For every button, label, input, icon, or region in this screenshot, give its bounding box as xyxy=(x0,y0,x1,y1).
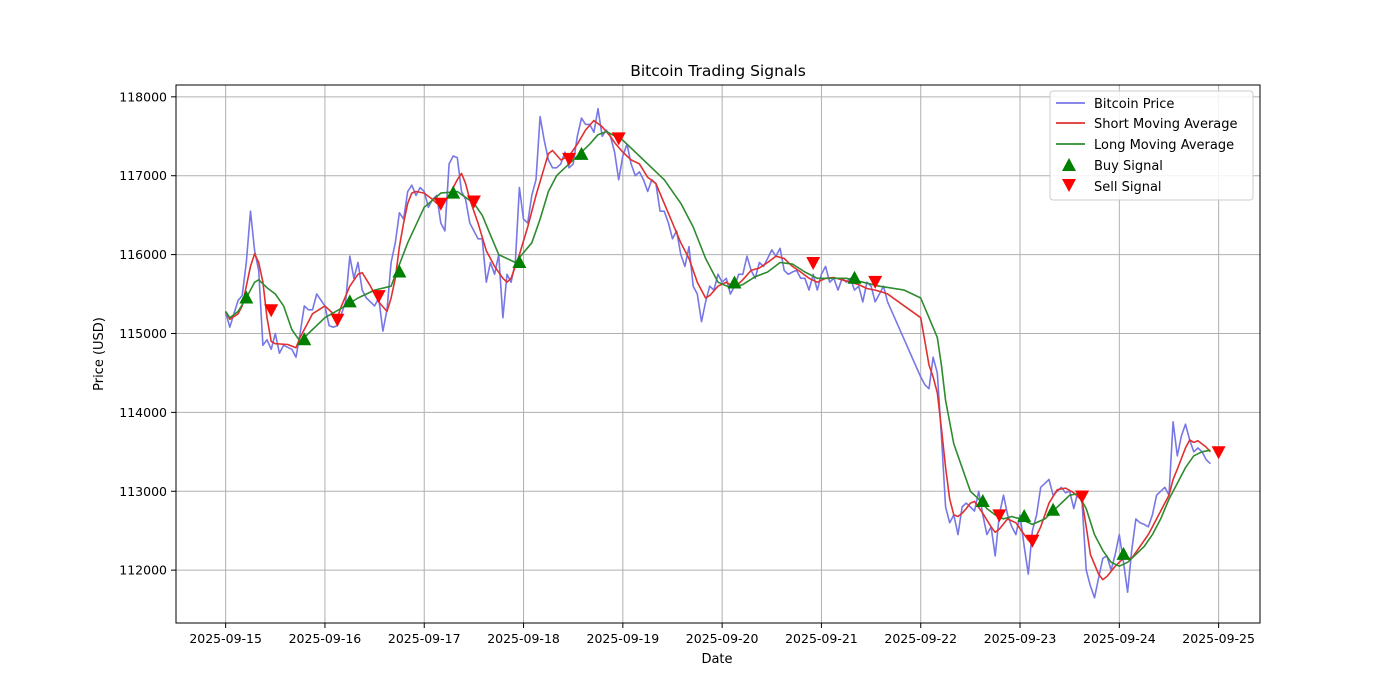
signal-markers xyxy=(239,132,1226,560)
signal-marker-sell-signal xyxy=(992,509,1007,523)
signal-marker-buy-signal xyxy=(446,185,461,199)
y-tick-label: 112000 xyxy=(119,563,167,578)
x-axis-ticks: 2025-09-15 2025-09-16 2025-09-17 2025-09-18… xyxy=(189,623,1255,646)
legend-label-bitcoin-price: Bitcoin Price xyxy=(1094,97,1174,112)
signal-marker-sell-signal xyxy=(868,275,883,289)
y-tick-label: 117000 xyxy=(119,168,167,183)
signal-marker-sell-signal xyxy=(371,290,386,304)
signal-marker-buy-signal xyxy=(1046,502,1061,516)
x-tick-label: 2025-09-22 xyxy=(884,631,957,646)
signal-marker-buy-signal xyxy=(512,255,527,268)
legend-box xyxy=(1049,90,1254,201)
signal-marker-sell-signal xyxy=(611,132,626,146)
x-tick-label: 2025-09-20 xyxy=(686,631,759,646)
signal-marker-sell-signal xyxy=(1025,534,1040,548)
x-tick-label: 2025-09-15 xyxy=(189,631,262,646)
legend-label-short-ma: Short Moving Average xyxy=(1094,117,1238,132)
signal-marker-sell-signal xyxy=(562,152,577,166)
x-axis-label: Date xyxy=(701,652,732,667)
signal-marker-buy-signal xyxy=(392,264,407,278)
y-tick-label: 113000 xyxy=(119,484,167,499)
signal-marker-sell-signal xyxy=(1075,490,1090,504)
y-tick-label: 118000 xyxy=(119,89,167,104)
signal-marker-buy-signal xyxy=(1017,509,1032,522)
signal-marker-sell-signal xyxy=(330,313,345,327)
signal-marker-buy-signal xyxy=(847,270,862,284)
signal-marker-buy-signal xyxy=(1116,546,1131,560)
legend-label-buy-signal: Buy Signal xyxy=(1094,159,1163,174)
x-tick-label: 2025-09-21 xyxy=(785,631,858,646)
x-tick-label: 2025-09-25 xyxy=(1182,631,1255,646)
signal-marker-sell-signal xyxy=(1211,446,1226,460)
x-tick-label: 2025-09-17 xyxy=(388,631,461,646)
chart-title: Bitcoin Trading Signals xyxy=(630,62,806,80)
grid-lines xyxy=(176,85,1260,623)
y-tick-label: 115000 xyxy=(119,326,167,341)
signal-marker-buy-signal xyxy=(574,146,589,160)
signal-marker-buy-signal xyxy=(297,332,312,346)
y-tick-label: 116000 xyxy=(119,247,167,262)
y-axis-ticks: 112000 113000 114000 115000 116000 117000 1180… xyxy=(119,89,176,578)
x-tick-label: 2025-09-18 xyxy=(487,631,560,646)
signal-marker-buy-signal xyxy=(342,294,357,308)
signal-marker-sell-signal xyxy=(433,197,448,211)
series-line-long-moving-average xyxy=(224,130,1211,567)
signal-marker-buy-signal xyxy=(975,494,990,507)
signal-marker-sell-signal xyxy=(466,195,481,209)
x-tick-label: 2025-09-19 xyxy=(587,631,660,646)
x-tick-label: 2025-09-23 xyxy=(984,631,1057,646)
legend: Bitcoin Price Short Moving Average Long … xyxy=(1049,90,1254,201)
legend-swatch-buy-signal xyxy=(1062,158,1076,171)
legend-swatch-sell-signal xyxy=(1062,179,1076,192)
legend-label-sell-signal: Sell Signal xyxy=(1094,180,1162,195)
signal-marker-sell-signal xyxy=(264,304,279,318)
y-tick-label: 114000 xyxy=(119,405,167,420)
signal-marker-buy-signal xyxy=(239,290,254,304)
plot-frame xyxy=(175,84,1261,624)
x-tick-label: 2025-09-16 xyxy=(289,631,362,646)
signal-marker-buy-signal xyxy=(727,275,742,289)
y-axis-label: Price (USD) xyxy=(92,317,107,391)
signal-marker-sell-signal xyxy=(806,257,821,270)
x-tick-label: 2025-09-24 xyxy=(1083,631,1156,646)
legend-label-long-ma: Long Moving Average xyxy=(1094,138,1234,153)
